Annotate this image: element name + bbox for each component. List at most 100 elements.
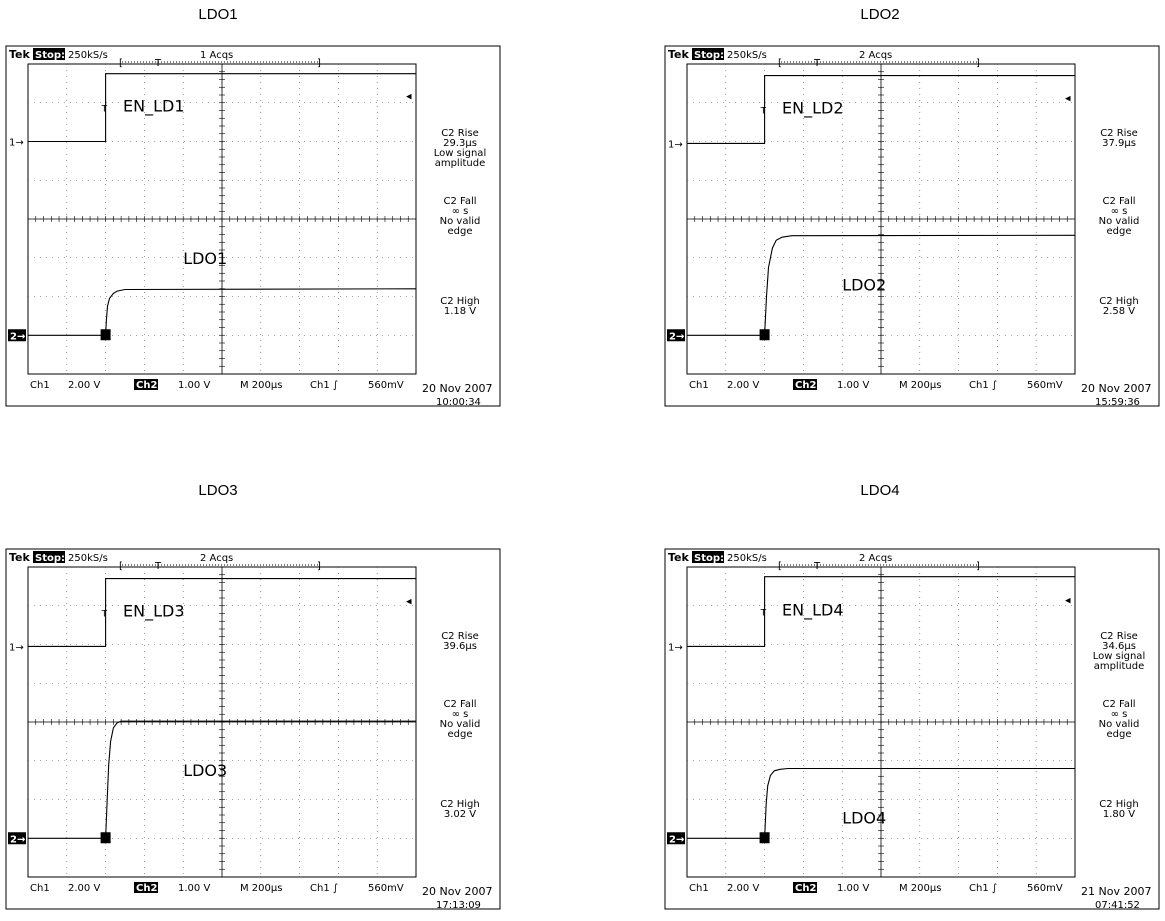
ch2-marker: 2→ — [669, 834, 684, 845]
measurement-line: No valid — [440, 719, 481, 730]
label-ldo: LDO2 — [842, 275, 886, 294]
header-state: Stop: — [694, 50, 724, 61]
ch2-marker: 2→ — [10, 331, 25, 342]
measurement-line: edge — [1107, 226, 1132, 237]
footer-ch2-badge — [134, 379, 158, 390]
ch2-marker: 2→ — [10, 834, 25, 845]
measurement-line: C2 Rise — [441, 631, 479, 642]
label-en: EN_LD4 — [782, 601, 844, 621]
footer-trigger-level: 560mV — [368, 883, 404, 894]
measurement-line: 2.58 V — [1103, 306, 1135, 317]
scope-panel-ldo4: Tek Stop: 250kS/s 2 Acqs[]TT1→2→EN_LD4LDO4◂… — [664, 548, 1160, 911]
footer-ch1: Ch1 — [689, 380, 709, 391]
header-stop-badge — [33, 48, 65, 60]
header-rate: 250kS/s — [68, 50, 108, 61]
footer-ch2: Ch2 — [136, 380, 157, 391]
footer-trigger: Ch1 ∫ — [310, 883, 338, 894]
footer-timebase: M 200µs — [899, 380, 941, 391]
footer-ch1: Ch1 — [30, 883, 50, 894]
ch1-level-arrow: ◂ — [1065, 92, 1071, 105]
header-stop-badge — [33, 551, 65, 563]
measurement-line: 3.02 V — [444, 809, 476, 820]
header-brand: Tek — [668, 48, 690, 61]
footer-trigger: Ch1 ∫ — [310, 380, 338, 391]
ch2-trigger-badge — [759, 832, 770, 844]
measurement-line: amplitude — [1094, 661, 1145, 672]
measurement-line: Low signal — [1093, 651, 1145, 662]
trigger-point-marker: T — [760, 609, 767, 619]
trigger-point-marker: T — [101, 610, 108, 620]
footer-ch1-scale: 2.00 V — [727, 380, 759, 391]
measurement-line: ∞ s — [452, 709, 469, 720]
footer-time: 10:00:34 — [436, 397, 481, 408]
header-state: Stop: — [35, 553, 65, 564]
measurement-line: edge — [448, 226, 473, 237]
measurement-line: C2 Rise — [441, 128, 479, 139]
measurement-line: C2 High — [440, 296, 480, 307]
measurement-line: edge — [448, 729, 473, 740]
footer-ch1-scale: 2.00 V — [68, 883, 100, 894]
footer-trigger-level: 560mV — [1027, 380, 1063, 391]
ch1-marker: 1→ — [668, 642, 683, 653]
footer-ch2-scale: 1.00 V — [178, 883, 210, 894]
header-rate: 250kS/s — [68, 553, 108, 564]
footer-ch2-scale: 1.00 V — [178, 380, 210, 391]
header-brand: Tek — [9, 551, 31, 564]
label-ldo: LDO3 — [183, 761, 227, 780]
ch1-level-arrow: ◂ — [1065, 594, 1071, 607]
footer-date: 20 Nov 2007 — [1081, 382, 1151, 395]
panel-title-ldo3: LDO3 — [198, 482, 238, 499]
footer-ch1: Ch1 — [30, 380, 50, 391]
measurement-line: C2 Fall — [1102, 196, 1135, 207]
measurement-line: C2 Fall — [443, 196, 476, 207]
trace-en-ld1 — [28, 73, 416, 143]
measurement-line: C2 High — [1099, 296, 1139, 307]
panel-title-ldo2: LDO2 — [860, 6, 900, 23]
trigger-point-marker: T — [760, 107, 767, 117]
label-en: EN_LD3 — [123, 602, 185, 622]
label-en: EN_LD2 — [782, 99, 844, 119]
header-acqs: 2 Acqs — [200, 553, 233, 564]
scope-panel-ldo2: Tek Stop: 250kS/s 2 Acqs[]TT1→2→EN_LD2LDO2◂… — [664, 45, 1160, 408]
ch1-marker: 1→ — [668, 139, 683, 150]
header-state: Stop: — [35, 50, 65, 61]
header-brand: Tek — [668, 551, 690, 564]
footer-date: 20 Nov 2007 — [422, 382, 492, 395]
footer-ch1-scale: 2.00 V — [68, 380, 100, 391]
measurement-line: No valid — [1099, 719, 1140, 730]
measurement-line: amplitude — [435, 158, 486, 169]
ch1-marker: 1→ — [9, 642, 24, 653]
measurement-line: Low signal — [434, 148, 486, 159]
panel-title-ldo1: LDO1 — [198, 6, 238, 23]
footer-trigger: Ch1 ∫ — [969, 883, 997, 894]
scope-frame — [5, 45, 501, 407]
footer-time: 15:59:36 — [1095, 397, 1140, 408]
measurement-line: C2 High — [1099, 799, 1139, 810]
footer-ch2: Ch2 — [136, 883, 157, 894]
scope-panel-ldo1: Tek Stop: 250kS/s 1 Acqs[]TT1→2→EN_LD1LDO1◂… — [5, 45, 501, 408]
measurement-line: No valid — [440, 216, 481, 227]
ch2-marker-badge — [667, 832, 685, 845]
footer-ch2: Ch2 — [795, 883, 816, 894]
trigger-point-marker: T — [101, 105, 108, 115]
footer-trigger: Ch1 ∫ — [969, 380, 997, 391]
footer-timebase: M 200µs — [240, 380, 282, 391]
measurement-line: ∞ s — [452, 206, 469, 217]
measurement-line: edge — [1107, 729, 1132, 740]
measurement-line: C2 Fall — [443, 699, 476, 710]
header-stop-badge — [692, 551, 724, 563]
footer-ch1: Ch1 — [689, 883, 709, 894]
ch1-marker: 1→ — [9, 138, 24, 149]
header-rate: 250kS/s — [727, 50, 767, 61]
footer-ch2-badge — [793, 882, 817, 893]
trace-ldo3 — [28, 720, 416, 839]
footer-ch2-badge — [134, 882, 158, 893]
ch2-marker-badge — [8, 329, 26, 342]
ch1-level-arrow: ◂ — [406, 595, 412, 608]
ch2-marker-badge — [667, 329, 685, 342]
ch2-marker-badge — [8, 832, 26, 845]
footer-trigger-level: 560mV — [368, 380, 404, 391]
scope-panel-ldo3: Tek Stop: 250kS/s 2 Acqs[]TT1→2→EN_LD3LDO3◂… — [5, 548, 501, 911]
footer-timebase: M 200µs — [899, 883, 941, 894]
header-acqs: 2 Acqs — [859, 50, 892, 61]
